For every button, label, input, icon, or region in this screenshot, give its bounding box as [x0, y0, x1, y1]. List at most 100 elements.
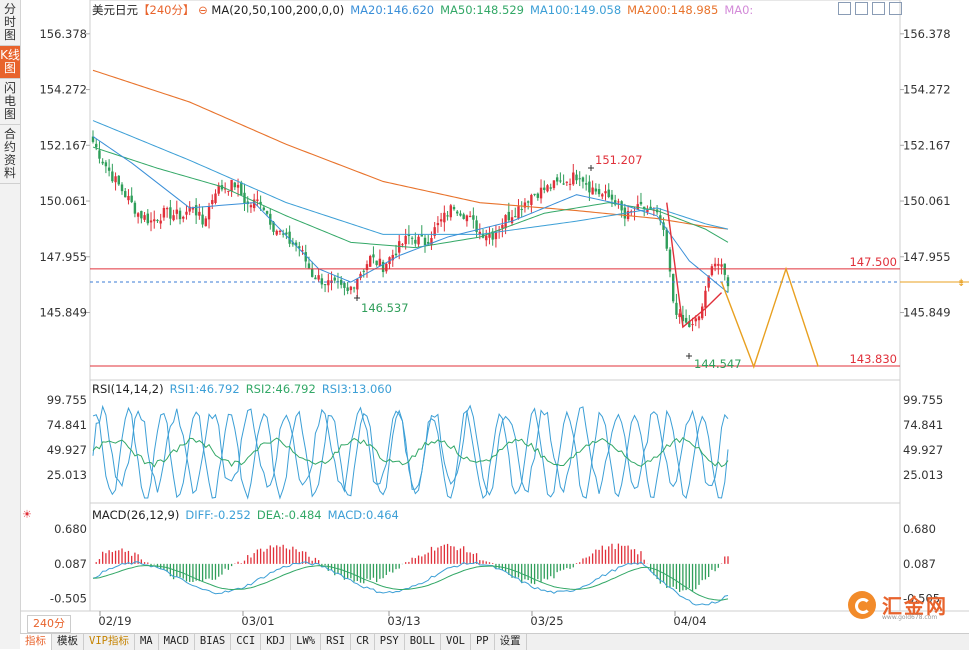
indicator-tab-8[interactable]: LW%	[291, 634, 322, 650]
candle-body	[217, 185, 220, 194]
indicator-tab-4[interactable]: MACD	[159, 634, 195, 650]
ma20-line	[92, 136, 729, 294]
candle-body	[207, 206, 211, 220]
candle-body	[688, 321, 691, 328]
date-axis-label: 03/13	[387, 614, 420, 628]
sidebar-tab-1[interactable]: K线图	[0, 46, 20, 79]
candle-body	[172, 215, 175, 221]
candle-body	[288, 231, 291, 244]
indicator-tab-15[interactable]: 设置	[495, 634, 527, 650]
macd-diff-line	[92, 561, 729, 606]
period-selector[interactable]: 240分	[27, 615, 71, 633]
candle-body	[281, 233, 285, 235]
candle-body	[710, 266, 714, 276]
macd-axis-label-left: 0.087	[54, 557, 87, 571]
candle-body	[578, 178, 581, 180]
candle-body	[620, 201, 623, 211]
candle-body	[501, 224, 504, 229]
candle-body	[391, 254, 394, 261]
candle-body	[359, 273, 362, 279]
expand-icon[interactable]	[838, 2, 851, 15]
candle-body	[233, 182, 237, 188]
rsi-axis-label-right: 99.755	[903, 393, 943, 407]
indicator-tab-2[interactable]: VIP指标	[84, 634, 135, 650]
candle-body	[675, 302, 678, 315]
price-axis-label-right: 154.272	[903, 83, 951, 97]
sidebar-tab-3[interactable]: 合约资料	[0, 125, 20, 184]
candle-body	[375, 260, 378, 265]
candle-body	[697, 316, 701, 321]
candle-body	[430, 237, 433, 245]
candle-body	[304, 252, 307, 262]
candle-body	[713, 263, 717, 267]
candle-body	[610, 194, 614, 200]
candle-body	[320, 278, 324, 285]
candle-body	[626, 211, 630, 220]
candle-body	[465, 215, 469, 222]
macd-axis-label-right: 0.087	[903, 557, 936, 571]
macd-axis-label-right: -0.505	[903, 592, 940, 606]
price-axis-label-right: 150.061	[903, 194, 951, 208]
candle-body	[662, 222, 665, 230]
candle-body	[98, 150, 101, 159]
indicator-tab-5[interactable]: BIAS	[195, 634, 232, 650]
candle-body	[681, 314, 685, 322]
ma100-line	[92, 120, 729, 235]
indicator-tab-6[interactable]: CCI	[231, 634, 262, 650]
price-axis-label-right: 152.167	[903, 138, 951, 152]
candle-body	[546, 185, 549, 192]
square-icon[interactable]	[872, 2, 885, 15]
sidebar-tab-2[interactable]: 闪电图	[0, 79, 20, 125]
indicator-tab-7[interactable]: KDJ	[261, 634, 292, 650]
candle-body	[333, 277, 336, 281]
candle-body	[446, 215, 449, 217]
candle-body	[684, 317, 688, 323]
candle-body	[491, 231, 494, 240]
indicator-tab-14[interactable]: PP	[471, 634, 495, 650]
date-axis-label: 03/01	[241, 614, 274, 628]
candle-body	[339, 279, 343, 285]
indicator-tab-13[interactable]: VOL	[441, 634, 471, 650]
indicator-tab-12[interactable]: BOLL	[405, 634, 442, 650]
shrink-icon[interactable]	[855, 2, 868, 15]
candle-body	[365, 264, 369, 271]
candle-body	[536, 193, 540, 198]
candle-body	[201, 214, 204, 225]
logo-icon	[848, 591, 876, 619]
rsi-header: RSI(14,14,2) RSI1:46.792 RSI2:46.792 RSI3:1…	[92, 382, 392, 396]
indicator-tab-1[interactable]: 模板	[52, 634, 84, 650]
candle-body	[488, 233, 491, 238]
indicator-tab-10[interactable]: CR	[351, 634, 375, 650]
candle-body	[417, 236, 420, 245]
candle-body	[462, 214, 465, 219]
candle-body	[433, 227, 436, 236]
indicator-tab-0[interactable]: 指标	[20, 634, 52, 650]
high-label: 151.207	[595, 153, 643, 167]
candle-body	[194, 205, 198, 216]
candle-body	[356, 278, 359, 290]
candle-body	[349, 286, 353, 291]
candle-body	[230, 179, 233, 192]
candle-body	[352, 287, 356, 289]
candle-body	[552, 180, 556, 189]
candle-body	[130, 195, 133, 203]
indicator-tab-11[interactable]: PSY	[375, 634, 405, 650]
macd-axis-label-right: 0.680	[903, 522, 936, 536]
close-icon[interactable]	[889, 2, 902, 15]
candle-body	[275, 230, 278, 235]
date-axis-label: 02/19	[98, 614, 131, 628]
candle-body	[169, 207, 172, 219]
candle-body	[472, 215, 475, 220]
sidebar-tab-0[interactable]: 分时图	[0, 0, 20, 46]
price-pane-frame	[89, 0, 901, 381]
indicator-tab-3[interactable]: MA	[135, 634, 159, 650]
candle-body	[140, 210, 143, 219]
candle-body	[646, 209, 649, 213]
candle-body	[285, 232, 288, 235]
low-marker-1	[354, 295, 360, 301]
indicator-tab-9[interactable]: RSI	[321, 634, 352, 650]
candle-body	[127, 195, 130, 201]
candle-body	[720, 264, 723, 267]
candle-body	[307, 263, 311, 269]
candle-body	[343, 282, 346, 288]
